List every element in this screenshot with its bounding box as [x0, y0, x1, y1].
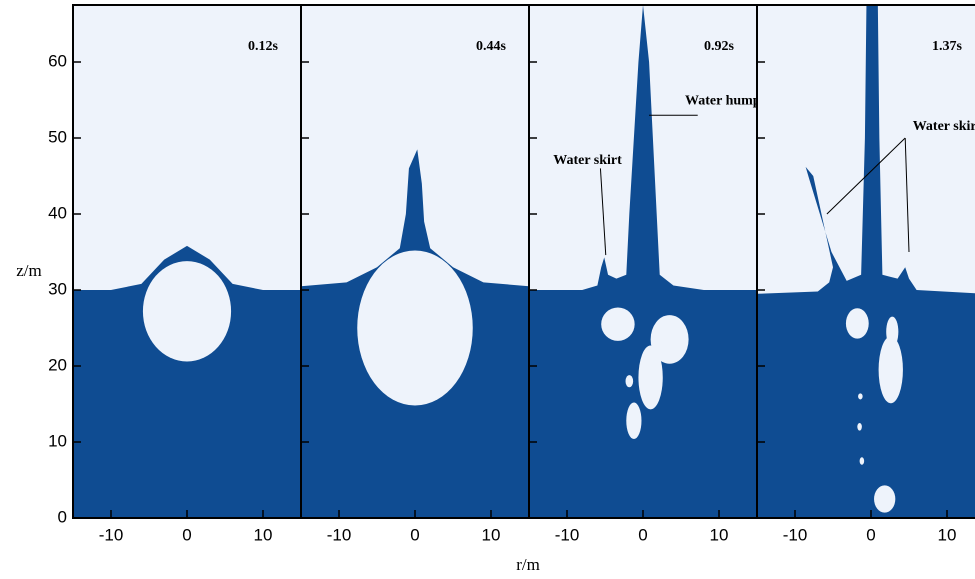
annotation: Water skirt	[913, 119, 975, 134]
bubble	[858, 393, 863, 400]
x-tick-label: 10	[938, 525, 957, 544]
bubble	[357, 250, 473, 406]
bubble	[408, 252, 427, 275]
y-tick-label: 20	[48, 355, 67, 374]
x-tick-label: 0	[410, 525, 419, 544]
y-tick-label: 50	[48, 127, 67, 146]
time-label: 0.12s	[248, 39, 279, 54]
bubble	[857, 423, 862, 431]
x-tick-label: 0	[638, 525, 647, 544]
panel	[529, 5, 757, 518]
annotation: Water hump	[685, 94, 761, 109]
water	[529, 5, 757, 518]
bubble	[845, 308, 869, 339]
bubble	[878, 336, 903, 404]
bubble	[638, 345, 663, 410]
bubble	[142, 261, 232, 362]
y-tick-label: 60	[48, 51, 67, 70]
bubble	[601, 307, 635, 341]
bubble	[874, 485, 896, 513]
bubble	[625, 375, 634, 388]
x-tick-label: 0	[182, 525, 191, 544]
y-tick-label: 30	[48, 279, 67, 298]
bubble	[650, 315, 689, 364]
y-axis-label: z/m	[16, 261, 42, 280]
time-label: 1.37s	[932, 39, 963, 54]
x-tick-label: 10	[254, 525, 273, 544]
leader-line	[826, 137, 906, 215]
water	[73, 245, 301, 518]
annotation: Water skirt	[553, 153, 622, 168]
bubble	[626, 402, 642, 439]
time-label: 0.92s	[704, 39, 735, 54]
x-axis-label: r/m	[516, 555, 540, 574]
x-tick-label: -10	[99, 525, 124, 544]
x-tick-label: 10	[710, 525, 729, 544]
x-tick-label: -10	[783, 525, 808, 544]
y-tick-label: 0	[58, 507, 67, 526]
x-tick-label: -10	[327, 525, 352, 544]
x-tick-label: -10	[555, 525, 580, 544]
x-tick-label: 0	[866, 525, 875, 544]
panel	[301, 5, 529, 518]
leader-line	[599, 168, 607, 256]
bubble	[859, 457, 865, 465]
bubble	[886, 316, 899, 347]
x-tick-label: 10	[482, 525, 501, 544]
y-tick-label: 10	[48, 431, 67, 450]
panel	[757, 5, 975, 518]
leader-line	[904, 137, 910, 253]
time-label: 0.44s	[476, 39, 507, 54]
y-tick-label: 40	[48, 203, 67, 222]
water	[757, 5, 975, 518]
panel	[73, 5, 301, 518]
